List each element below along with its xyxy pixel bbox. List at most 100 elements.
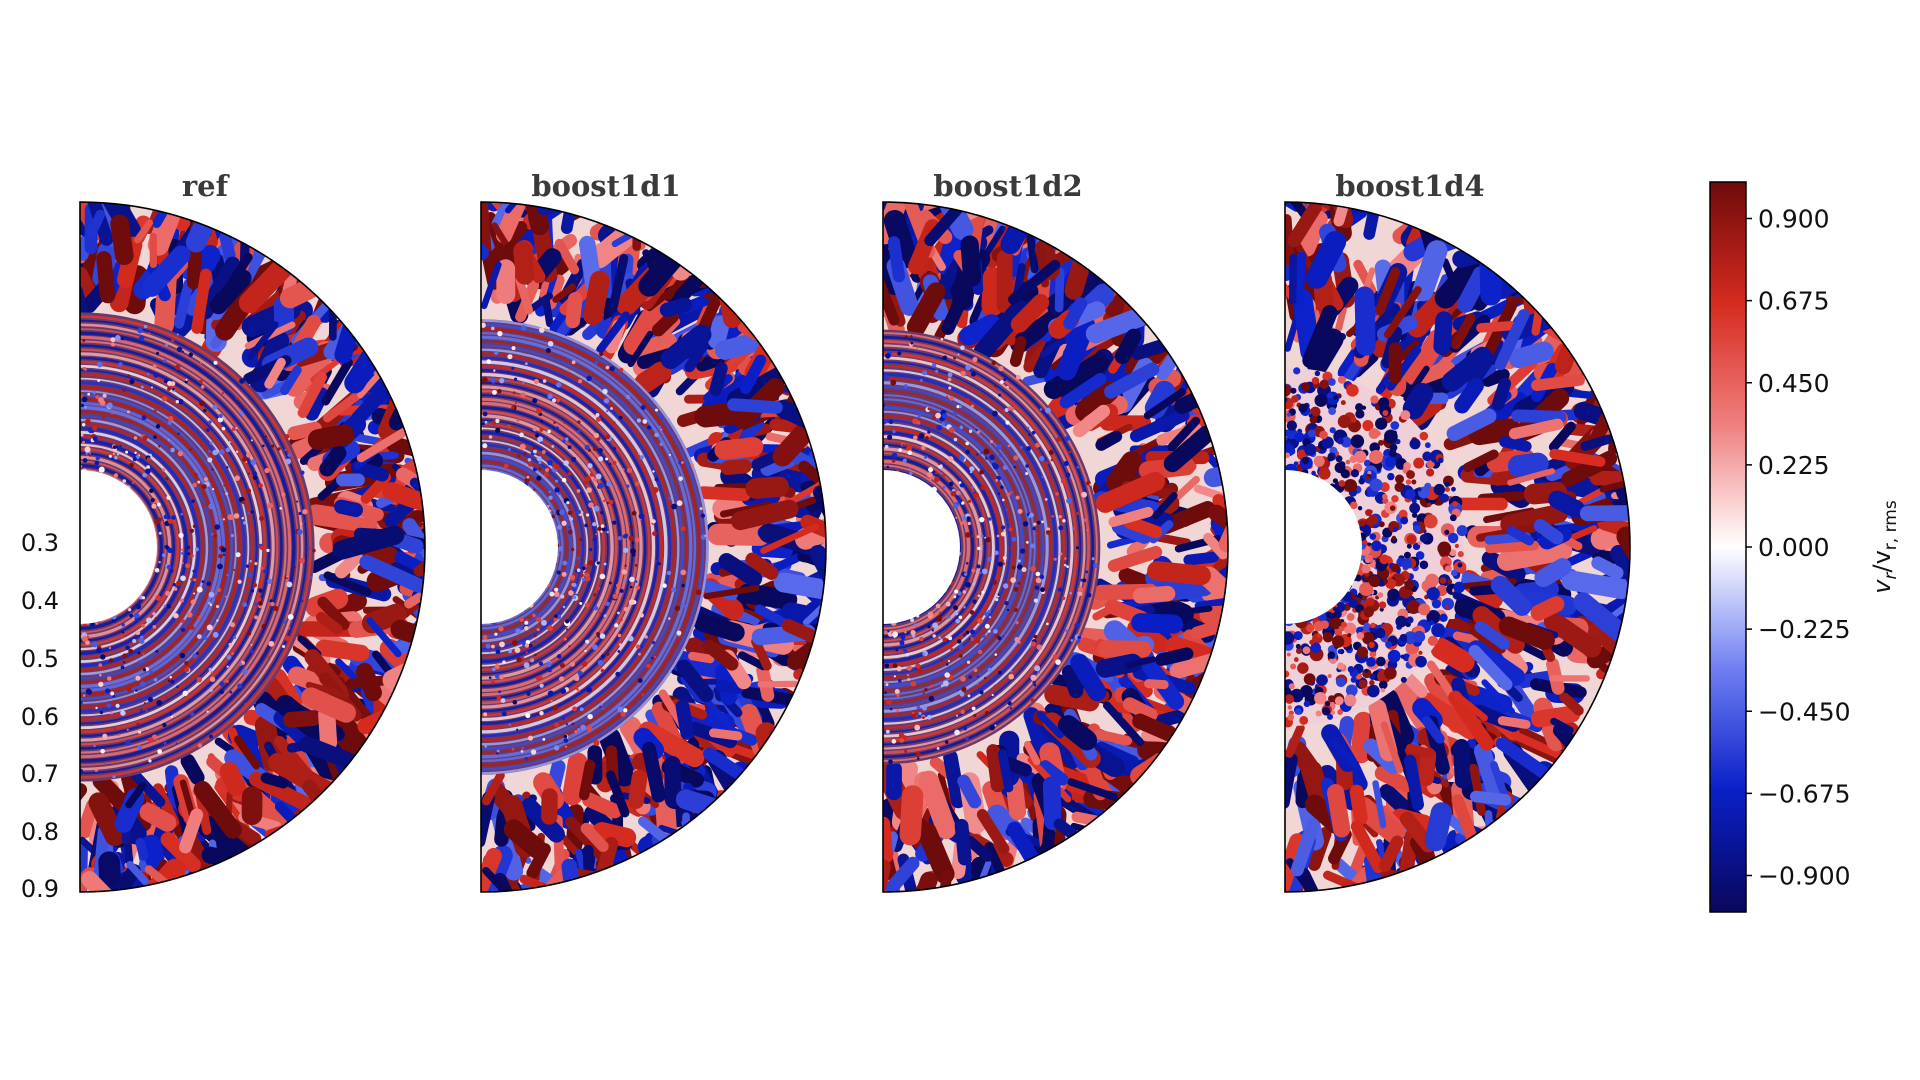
inner-speckle	[141, 623, 145, 628]
wave-ring	[481, 340, 688, 754]
inner-speckle	[640, 405, 646, 411]
inner-speckle	[157, 502, 161, 507]
plume-streak	[1044, 684, 1100, 712]
inner-speckle	[161, 553, 166, 557]
plume-streak	[1102, 701, 1145, 747]
inner-speckle	[259, 516, 264, 521]
inner-speckle	[157, 517, 162, 522]
wave-ring	[80, 381, 246, 713]
inner-speckle	[1016, 564, 1023, 570]
inner-speckle	[225, 447, 231, 453]
inner-blob	[1399, 633, 1408, 642]
inner-speckle	[516, 418, 520, 422]
plume-streak	[193, 780, 242, 839]
plume-streak	[1352, 796, 1405, 844]
plume-streak	[883, 270, 900, 326]
plume-streak	[301, 687, 356, 723]
inner-speckle	[894, 689, 900, 695]
inner-speckle	[968, 675, 973, 679]
inner-speckle	[102, 415, 106, 419]
inner-speckle	[667, 418, 670, 421]
inner-blob	[1388, 521, 1400, 533]
plume-streak	[1446, 408, 1497, 442]
inner-speckle	[222, 553, 226, 556]
inner-speckle	[584, 563, 588, 568]
inner-speckle	[87, 453, 90, 456]
plume-streak	[404, 586, 425, 609]
inner-blob	[1406, 534, 1417, 545]
plume-streak	[957, 774, 982, 809]
inner-speckle	[192, 653, 198, 659]
inner-speckle	[599, 633, 606, 639]
inner-blob	[1346, 613, 1355, 621]
inner-speckle	[532, 398, 538, 404]
inner-speckle	[150, 386, 153, 389]
inner-speckle	[1034, 532, 1038, 535]
inner-speckle	[584, 649, 587, 653]
plume-streak	[481, 223, 489, 260]
inner-speckle	[239, 378, 245, 384]
inner-speckle	[1033, 683, 1037, 687]
wave-ring	[481, 372, 656, 722]
inner-speckle	[600, 654, 606, 659]
inner-speckle	[288, 627, 291, 630]
inner-blob	[1340, 400, 1346, 406]
inner-speckle	[976, 535, 980, 539]
inner-speckle	[984, 456, 989, 460]
inner-blob	[1403, 551, 1411, 559]
inner-speckle	[945, 395, 949, 398]
inner-speckle	[207, 457, 213, 463]
inner-speckle	[89, 454, 92, 457]
inner-speckle	[94, 460, 100, 466]
inner-speckle	[1002, 465, 1008, 471]
wave-ring	[80, 369, 258, 725]
inner-speckle	[567, 445, 572, 450]
inner-speckle	[567, 369, 571, 373]
inner-blob	[1452, 501, 1458, 507]
inner-speckle	[162, 359, 167, 364]
inner-speckle	[551, 514, 555, 519]
wave-ring	[883, 372, 1058, 722]
inner-speckle	[989, 724, 995, 731]
inner-speckle	[958, 498, 963, 503]
inner-speckle	[994, 653, 998, 656]
inner-speckle	[612, 446, 617, 451]
panel-outline	[79, 201, 426, 893]
plume-streak	[1327, 784, 1351, 838]
inner-speckle	[554, 722, 559, 728]
inner-speckle	[634, 481, 640, 487]
inner-speckle	[137, 651, 141, 655]
inner-speckle	[1015, 495, 1020, 500]
inner-speckle	[997, 492, 1001, 496]
inner-speckle	[962, 633, 967, 637]
inner-speckle	[915, 625, 918, 628]
inner-blob	[1304, 443, 1317, 456]
plume-streak	[720, 459, 752, 475]
wave-ring	[481, 460, 568, 634]
inner-speckle	[162, 722, 167, 728]
inner-speckle	[221, 547, 227, 553]
wave-ring	[80, 323, 304, 771]
inner-speckle	[95, 706, 98, 710]
inner-blob	[1405, 489, 1416, 500]
inner-speckle	[499, 674, 504, 680]
inner-speckle	[112, 775, 116, 779]
inner-speckle	[553, 463, 560, 470]
inner-speckle	[559, 509, 565, 516]
plume-streak	[694, 402, 748, 428]
inner-speckle	[966, 516, 971, 521]
inner-speckle	[517, 454, 521, 458]
inner-blob	[1413, 457, 1425, 469]
inner-blob	[1336, 437, 1344, 445]
inner-speckle	[897, 678, 902, 683]
inner-speckle	[952, 503, 959, 509]
inner-speckle	[965, 562, 969, 565]
inner-speckle	[576, 568, 581, 573]
inner-speckle	[647, 425, 652, 430]
plume-streak	[1085, 307, 1149, 344]
inner-speckle	[1009, 670, 1013, 673]
inner-speckle	[681, 583, 685, 588]
inner-speckle	[1002, 498, 1005, 502]
inner-speckle	[491, 644, 495, 649]
inner-speckle	[961, 501, 965, 505]
